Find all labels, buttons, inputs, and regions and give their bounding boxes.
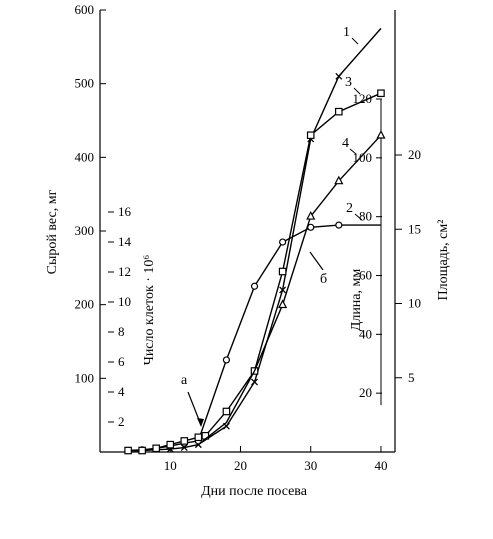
left-tick-label: 600 [75,2,95,17]
length-axis-label: Длина, мм [349,269,364,332]
left-axis-ticks: 100 200 300 400 500 600 [75,2,106,385]
area-tick-label: 5 [408,370,415,385]
area-tick-label: 15 [408,221,421,236]
left-tick-label: 300 [75,223,95,238]
series-3-point [138,446,146,455]
area-tick-label: 20 [408,147,421,162]
series-2-label: 2 [346,201,353,216]
series-4-point [278,299,288,309]
cell-count-tick-label: 8 [118,324,125,339]
annotation-a-arrowhead [197,418,204,427]
series-layer [124,27,386,455]
x-tick-label: 20 [234,458,247,473]
cell-count-axis-label: Число клеток · 10⁶ [142,255,157,366]
series-3-point [166,440,175,449]
left-tick-label: 100 [75,370,95,385]
series-3-point [377,89,385,98]
series-2-leader [354,213,363,221]
annotation-b: б [320,272,327,287]
series-4-point [334,175,344,185]
cell-count-tick-label: 6 [118,354,125,369]
cell-count-tick-label: 12 [118,264,131,279]
series-3-point [278,267,287,276]
length-tick-label: 120 [353,91,373,106]
series-3-leader [353,87,361,95]
series-3-label: 3 [345,75,352,90]
series-2-line [128,224,381,452]
length-tick-label: 20 [359,385,372,400]
area-tick-label: 10 [408,296,421,311]
series-2-point [307,223,315,231]
series-2-point [222,356,231,364]
x-tick-label: 10 [164,458,177,473]
x-axis-ticks: 10 20 30 40 [164,446,387,473]
series-1-label: 1 [343,25,350,40]
series-4-leader [349,148,357,155]
length-tick-label: 60 [359,268,372,283]
area-axis-ticks: 5 10 15 20 [395,147,421,385]
area-axis-label: Площадь, см² [436,220,451,301]
annotation-a: а [181,373,188,388]
series-3-point [194,433,203,442]
cell-count-axis-ticks: 2 4 6 8 10 12 14 16 [108,204,132,429]
series-3-point [222,407,231,416]
cell-count-tick-label: 2 [118,414,125,429]
series-3-point [180,437,189,445]
left-axis-label: Сырой вес, мг [45,189,60,274]
annotation-layer [187,251,324,427]
series-2-point [335,221,343,229]
series-1-line [128,27,382,452]
cell-count-tick-label: 10 [118,294,131,309]
cell-count-tick-label: 4 [118,384,125,399]
left-tick-label: 400 [75,149,95,164]
x-tick-label: 40 [374,458,387,473]
cell-count-tick-label: 14 [118,234,132,249]
series-2-point [279,238,287,246]
x-axis-label: Дни после посева [201,484,308,499]
length-tick-label: 40 [359,326,372,341]
series-2-point [250,282,259,290]
series-1-leader [351,37,359,45]
series-3-point [306,131,315,140]
series-4-label: 4 [342,136,349,151]
series-1-point [279,286,287,294]
length-tick-label: 80 [359,209,372,224]
left-tick-label: 200 [75,297,95,312]
series-1-point [335,72,343,80]
annotation-b-arrow [309,251,324,271]
series-3-point [124,446,132,455]
series-3-point [335,107,343,116]
series-1-point [251,378,258,386]
cell-count-tick-label: 16 [118,204,132,219]
x-tick-label: 30 [304,458,317,473]
left-tick-label: 500 [75,76,95,91]
series-3-point [152,444,160,453]
series-4-point [376,129,386,139]
series-4-point [306,210,316,220]
